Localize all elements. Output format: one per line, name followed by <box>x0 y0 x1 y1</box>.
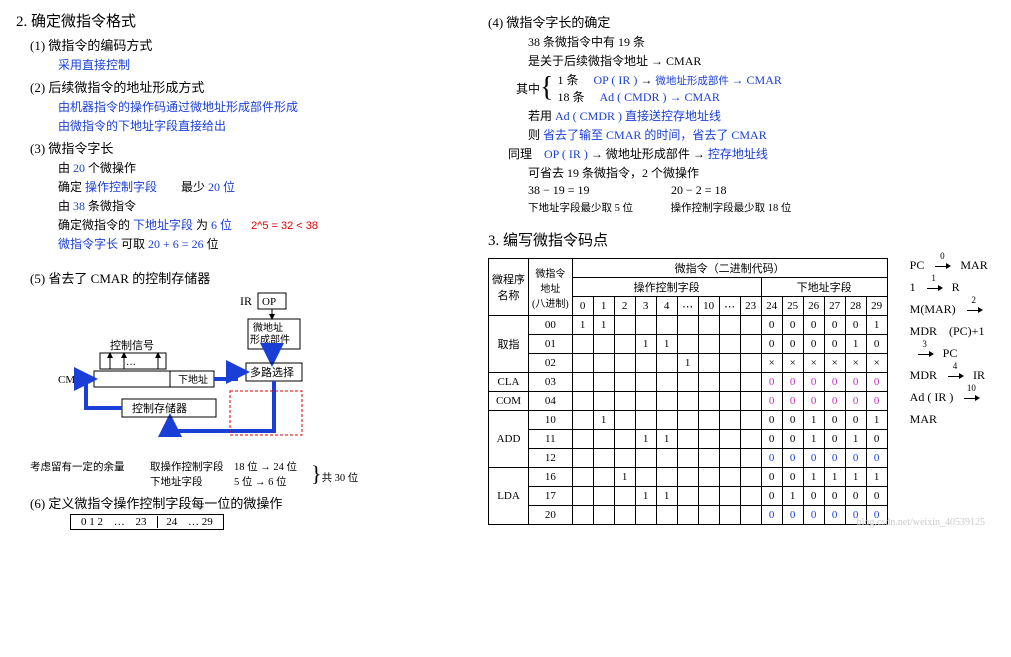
watermark: blog.csdn.net/weixin_40539125 <box>857 517 985 528</box>
text-blue: 采用直接控制 <box>58 56 456 73</box>
text-line: 由 38 条微指令 <box>58 197 456 214</box>
text-blue: 由微指令的下地址字段直接给出 <box>58 117 456 134</box>
text-line: 同理 OP ( IR ) → 微地址形成部件 → 控存地址线 <box>508 145 995 162</box>
subsection-6-title: (6) 定义微指令操作控制字段每一位的微操作 <box>30 493 456 512</box>
subsection-4-title: (4) 微指令字长的确定 <box>488 12 995 31</box>
svg-text:控制存储器: 控制存储器 <box>132 401 187 415</box>
text-line-small: 下地址字段最少取 5 位 操作控制字段最少取 18 位 <box>528 200 995 215</box>
text-line: 确定微指令的 下地址字段 为 6 位 2^5 = 32 < 38 <box>58 216 456 233</box>
svg-text:微地址: 微地址 <box>253 321 283 334</box>
svg-text:形成部件: 形成部件 <box>250 333 290 346</box>
section-2-title: 2. 确定微指令格式 <box>16 10 456 31</box>
text-line: 由 20 个微操作 <box>58 159 456 176</box>
text-line: 确定 操作控制字段 最少 20 位 <box>58 178 456 195</box>
text-line: 若用 Ad ( CMDR ) 直接送控存地址线 <box>528 107 995 124</box>
brace-block: 其中 { 1 条 OP ( IR ) → 微地址形成部件 → CMAR 18 条… <box>516 71 995 105</box>
subsection-1-title: (1) 微指令的编码方式 <box>30 35 456 54</box>
note-bits: 取操作控制字段 18 位 → 24 位 下地址字段 5 位 → 6 位 <box>150 459 297 489</box>
svg-text:控制信号: 控制信号 <box>110 338 154 352</box>
subsection-3-title: (3) 微指令字长 <box>30 138 456 157</box>
section-3-title: 3. 编写微指令码点 <box>488 229 995 250</box>
field-layout-box: 0 1 2 … 23 24 … 29 <box>70 514 224 530</box>
micro-steps: PC 0 MAR 1 1 RM(MAR) 2 MDR (PC)+1 3 PCMD… <box>910 254 995 430</box>
subsection-2-title: (2) 后续微指令的地址形成方式 <box>30 77 456 96</box>
subsection-5-title: (5) 省去了 CMAR 的控制存储器 <box>30 268 456 287</box>
calc-line: 38 − 19 = 19 20 − 2 = 18 <box>528 183 995 198</box>
svg-text:多路选择: 多路选择 <box>250 365 294 379</box>
text-blue: 由机器指令的操作码通过微地址形成部件形成 <box>58 98 456 115</box>
text-line: 则 省去了输至 CMAR 的时间，省去了 CMAR <box>528 126 995 143</box>
note-margin: 考虑留有一定的余量 <box>30 459 140 474</box>
svg-text:OP: OP <box>262 296 276 308</box>
micro-table-container: 微程序 名称微指令 地址 (八进制)微指令（二进制代码）操作控制字段下地址字段0… <box>488 254 888 525</box>
svg-text:IR: IR <box>240 294 252 308</box>
text-line: 是关于后续微指令地址 → CMAR <box>528 52 995 69</box>
text-line: 可省去 19 条微指令，2 个微操作 <box>528 164 995 181</box>
micro-instruction-table: 微程序 名称微指令 地址 (八进制)微指令（二进制代码）操作控制字段下地址字段0… <box>488 258 888 525</box>
text-line: 微指令字长 可取 20 + 6 = 26 位 <box>58 235 456 252</box>
svg-text:下地址: 下地址 <box>178 373 208 386</box>
control-store-diagram: IR OP 微地址 形成部件 多路选择 控制信号 … <box>50 291 456 455</box>
text-line: 38 条微指令中有 19 条 <box>528 33 995 50</box>
svg-text:…: … <box>126 357 136 368</box>
